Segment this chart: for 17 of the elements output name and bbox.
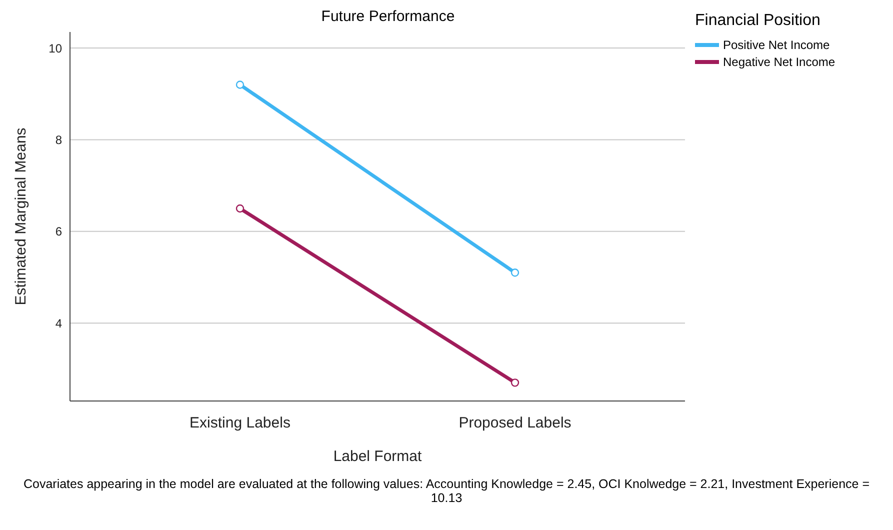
x-tick-label: Existing Labels	[190, 414, 290, 432]
x-axis-title: Label Format	[333, 448, 423, 465]
point	[236, 80, 244, 89]
legend-label: Negative Net Income	[723, 55, 836, 69]
point	[510, 378, 520, 387]
y-axis-title: Estimated Marginal Means	[12, 128, 30, 306]
y-tick-label: 10	[48, 41, 62, 56]
point	[236, 204, 244, 213]
text: Covariates appearing in the model are evaluated at the following values: Accounting Knowledge = 2.45, OCI Knolwedge = 2.21, Investment Experience = 10.13	[22, 477, 871, 505]
legend-label: Positive Net Income	[723, 38, 830, 52]
point	[510, 268, 520, 277]
y-tick-label: 8	[55, 132, 62, 147]
chart-title: Future Performance	[321, 8, 455, 25]
x-tick-label: Proposed Labels	[458, 414, 572, 432]
y-tick-label: 4	[55, 316, 62, 330]
legend-title: Financial Position	[695, 12, 822, 30]
y-tick-label: 6	[55, 224, 62, 239]
